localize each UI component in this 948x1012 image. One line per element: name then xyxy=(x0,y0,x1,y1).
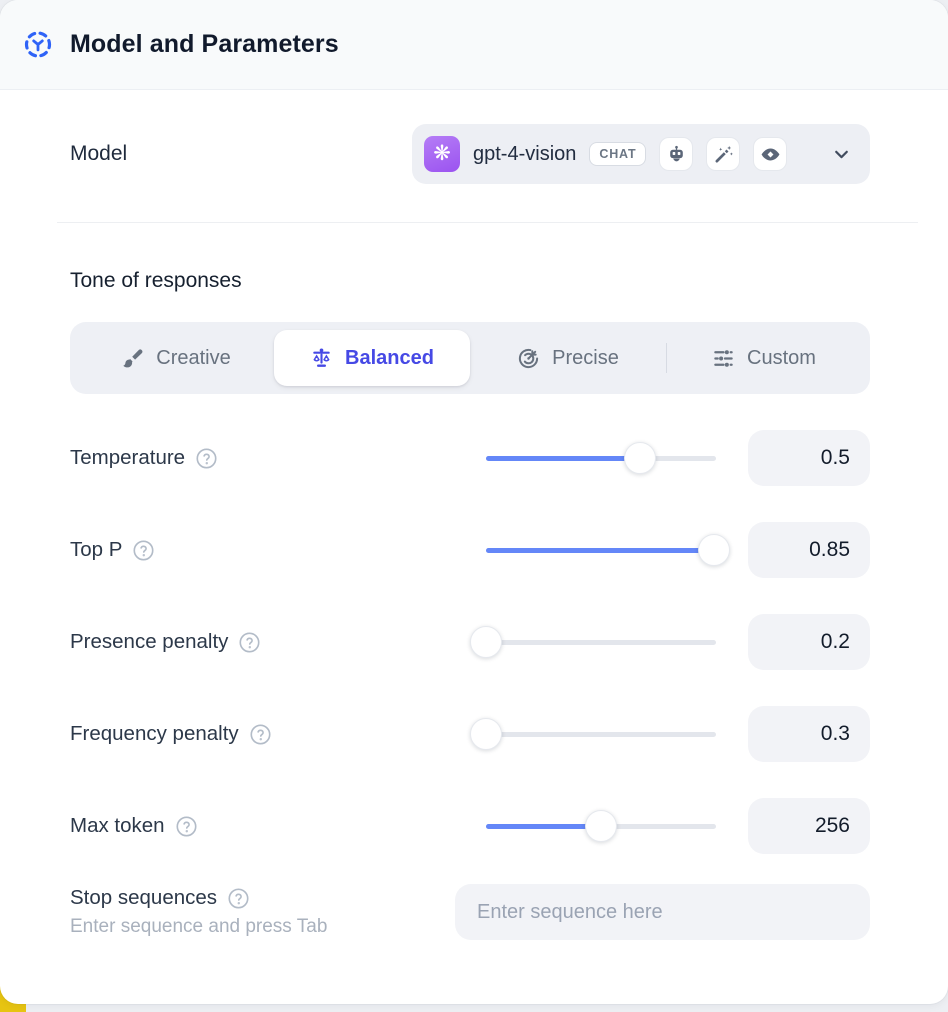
help-icon[interactable] xyxy=(132,539,155,562)
slider-fill xyxy=(486,547,714,553)
slider-thumb[interactable] xyxy=(470,626,502,658)
sliders-icon xyxy=(712,347,735,370)
target-icon xyxy=(517,347,540,370)
divider xyxy=(57,222,918,223)
slider-thumb[interactable] xyxy=(470,718,502,750)
panel-content: Model ❋ gpt-4-vision CHAT Tone of respon… xyxy=(0,124,948,1000)
slider-track xyxy=(486,731,716,737)
parameter-row: Max token 256 xyxy=(70,798,870,854)
help-icon[interactable] xyxy=(227,887,250,910)
parameter-row: Frequency penalty 0.3 xyxy=(70,706,870,762)
parameter-slider[interactable] xyxy=(486,442,716,474)
panel-header: Model and Parameters xyxy=(0,0,948,90)
parameter-label: Presence penalty xyxy=(70,630,229,653)
stop-sequences-hint: Enter sequence and press Tab xyxy=(70,916,328,937)
parameter-slider[interactable] xyxy=(470,626,716,658)
model-type-badge: CHAT xyxy=(589,142,647,166)
tone-option[interactable]: Custom xyxy=(665,330,862,386)
model-select[interactable]: ❋ gpt-4-vision CHAT xyxy=(412,124,870,184)
panel-title: Model and Parameters xyxy=(70,30,339,58)
parameter-value: 0.2 xyxy=(748,614,870,670)
parameter-list: Temperature 0.5 xyxy=(70,430,870,854)
parameter-label: Temperature xyxy=(70,446,186,469)
openai-logo-icon: ❋ xyxy=(424,136,460,172)
parameter-slider[interactable] xyxy=(470,718,716,750)
help-icon[interactable] xyxy=(238,631,261,654)
parameter-row: Top P 0.85 xyxy=(70,522,870,578)
help-icon[interactable] xyxy=(175,815,198,838)
tone-option-label: Custom xyxy=(747,346,816,369)
robot-icon xyxy=(659,137,694,171)
slider-fill xyxy=(486,823,601,829)
help-icon[interactable] xyxy=(195,447,218,470)
tone-option[interactable]: Balanced xyxy=(274,330,470,386)
parameter-value: 256 xyxy=(748,798,870,854)
tone-segmented-control: Creative Balanced Precise Custom xyxy=(70,322,870,394)
stop-sequences-label: Stop sequences xyxy=(70,886,218,909)
model-icon xyxy=(22,29,54,61)
parameter-value: 0.85 xyxy=(748,522,870,578)
parameter-label: Max token xyxy=(70,814,165,837)
parameter-slider[interactable] xyxy=(486,534,730,566)
parameter-label: Top P xyxy=(70,538,123,561)
tone-option-label: Precise xyxy=(552,346,619,369)
model-name: gpt-4-vision xyxy=(473,142,577,165)
tone-heading: Tone of responses xyxy=(70,269,242,292)
slider-thumb[interactable] xyxy=(585,810,617,842)
slider-thumb[interactable] xyxy=(624,442,657,474)
stop-sequences-row: Stop sequences Enter sequence and press … xyxy=(70,884,870,940)
slider-thumb[interactable] xyxy=(697,534,730,566)
slider-fill xyxy=(486,455,641,461)
slider-track xyxy=(486,639,716,645)
parameter-slider[interactable] xyxy=(486,810,716,842)
tone-option-label: Balanced xyxy=(345,346,434,369)
parameter-value: 0.3 xyxy=(748,706,870,762)
parameter-label: Frequency penalty xyxy=(70,722,239,745)
vision-icon xyxy=(753,137,788,171)
parameter-value: 0.5 xyxy=(748,430,870,486)
tone-option[interactable]: Precise xyxy=(470,330,666,386)
paintbrush-icon xyxy=(121,347,144,370)
chevron-down-icon xyxy=(831,144,852,165)
parameter-row: Temperature 0.5 xyxy=(70,430,870,486)
model-row: Model ❋ gpt-4-vision CHAT xyxy=(70,124,870,184)
scales-icon xyxy=(310,347,333,370)
magic-wand-icon xyxy=(706,137,741,171)
tone-option[interactable]: Creative xyxy=(78,330,274,386)
tone-option-label: Creative xyxy=(156,346,231,369)
parameter-row: Presence penalty 0.2 xyxy=(70,614,870,670)
model-label: Model xyxy=(70,142,128,165)
help-icon[interactable] xyxy=(249,723,272,746)
stop-sequence-input[interactable] xyxy=(455,884,870,940)
